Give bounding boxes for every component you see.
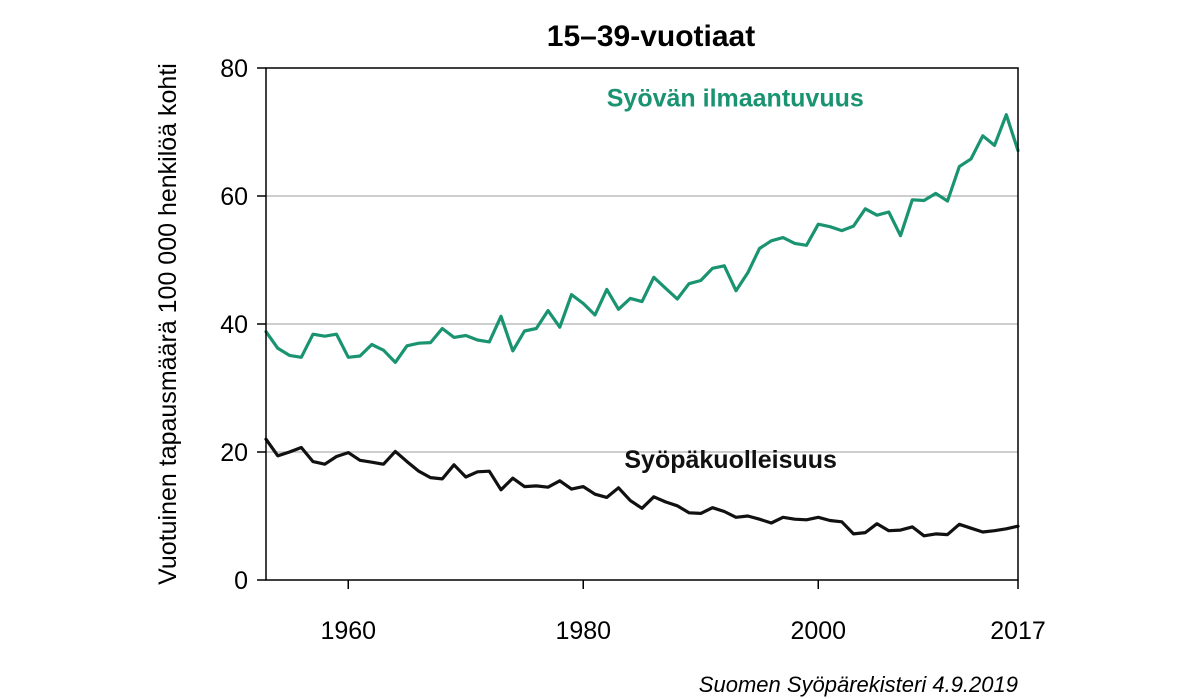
y-axis-label: Vuotuinen tapausmäärä 100 000 henkilöä k…	[154, 63, 182, 585]
chart-title: 15–39-vuotiaat	[547, 20, 755, 53]
y-tick-label: 80	[220, 55, 248, 83]
tick-layer: 0 20 40 60 80 1960 1980 2000 2017	[220, 55, 1046, 645]
y-tick-label: 60	[220, 183, 248, 211]
x-tick-label: 1960	[320, 617, 376, 645]
y-tick-label: 20	[220, 439, 248, 467]
x-tick-label: 2000	[790, 617, 846, 645]
y-tick-label: 0	[234, 567, 248, 595]
source-note: Suomen Syöpärekisteri 4.9.2019	[699, 672, 1018, 697]
series-label: Syöpäkuolleisuus	[624, 446, 837, 474]
series-layer: Syövän ilmaantuvuus Syöpäkuolleisuus	[264, 84, 1020, 538]
x-tick-label: 2017	[990, 617, 1046, 645]
series-label: Syövän ilmaantuvuus	[607, 84, 864, 112]
grid-layer	[266, 195, 1018, 453]
x-tick-label: 1980	[555, 617, 611, 645]
y-tick-label: 40	[220, 311, 248, 339]
series-line-0	[264, 113, 1020, 364]
